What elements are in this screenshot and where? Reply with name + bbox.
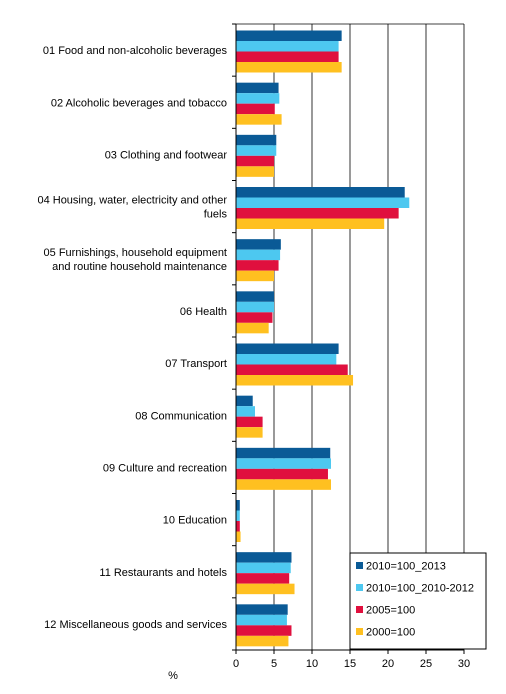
- category-label: 12 Miscellaneous goods and services: [44, 619, 227, 631]
- bar: [236, 562, 291, 574]
- bar: [236, 166, 274, 177]
- bar: [236, 239, 281, 250]
- bar: [236, 395, 253, 407]
- bars: [236, 30, 410, 647]
- category-label: fuels: [204, 209, 228, 221]
- legend-label: 2000=100: [366, 627, 415, 639]
- bar: [236, 260, 279, 271]
- category-label: 10 Education: [163, 515, 227, 527]
- category-label: 02 Alcoholic beverages and tobacco: [51, 97, 227, 109]
- legend-swatch: [356, 628, 363, 635]
- bar: [236, 51, 339, 62]
- bar: [236, 510, 240, 521]
- bar: [236, 416, 263, 428]
- category-label: 04 Housing, water, electricity and other: [37, 195, 227, 207]
- category-label: 05 Furnishings, household equipment: [44, 247, 227, 259]
- legend-swatch: [356, 562, 363, 569]
- axes: [232, 23, 465, 654]
- bar: [236, 187, 405, 198]
- bar: [236, 354, 337, 365]
- category-label: 11 Restaurants and hotels: [99, 567, 227, 579]
- category-labels: 01 Food and non-alcoholic beverages 02 Al…: [37, 45, 227, 631]
- bar: [236, 312, 273, 323]
- legend-swatch: [356, 606, 363, 613]
- bar: [236, 364, 348, 375]
- bar: [236, 635, 289, 647]
- bar: [236, 322, 269, 334]
- legend-label: 2010=100_2013: [366, 561, 446, 573]
- bar: [236, 583, 295, 595]
- category-label: 09 Culture and recreation: [103, 462, 227, 474]
- x-axis-label: %: [168, 670, 178, 682]
- bar: [236, 406, 255, 417]
- bar: [236, 62, 342, 73]
- x-tick-label: 0: [233, 658, 239, 670]
- bar: [236, 197, 410, 208]
- gridlines: [273, 24, 465, 650]
- bar: [236, 521, 240, 532]
- legend-label: 2005=100: [366, 605, 415, 617]
- x-tick-label: 15: [344, 658, 356, 670]
- category-label: 03 Clothing and footwear: [105, 149, 228, 161]
- bar: [236, 114, 282, 125]
- x-tick-label: 5: [271, 658, 277, 670]
- category-label: 08 Communication: [135, 410, 227, 422]
- bar: [236, 625, 292, 636]
- bar: [236, 291, 274, 302]
- bar: [236, 218, 385, 229]
- x-tick-label: 10: [306, 658, 318, 670]
- x-tick-label: 25: [420, 658, 432, 670]
- bar: [236, 134, 277, 146]
- x-tick-labels: 0 5 10 15 20 25 30: [233, 658, 470, 670]
- bar: [236, 552, 292, 563]
- bar: [236, 208, 399, 219]
- bar: [236, 93, 280, 104]
- bar: [236, 479, 331, 490]
- x-tick-label: 30: [458, 658, 470, 670]
- bar: [236, 249, 281, 261]
- category-label: 01 Food and non-alcoholic beverages: [43, 45, 228, 57]
- legend-label: 2010=100_2010-2012: [366, 583, 474, 595]
- bar: [236, 427, 263, 438]
- bar: [236, 447, 331, 459]
- legend-box: [349, 552, 487, 650]
- bar: [236, 270, 274, 282]
- x-tick-label: 20: [382, 658, 394, 670]
- legend-swatch: [356, 584, 363, 591]
- bar: [236, 531, 241, 542]
- bar: [236, 30, 342, 41]
- bar: [236, 458, 331, 469]
- bar: [236, 500, 240, 511]
- bar: [236, 375, 354, 386]
- bar: [236, 82, 279, 94]
- bar: [236, 301, 274, 313]
- category-label: 06 Health: [180, 306, 227, 318]
- category-label: 07 Transport: [165, 358, 227, 370]
- bar: [236, 614, 287, 626]
- bar: [236, 604, 288, 615]
- bar: [236, 41, 339, 52]
- bar: [236, 103, 275, 115]
- bar: [236, 155, 274, 167]
- bar: [236, 145, 277, 156]
- legend: 2010=100_2013 2010=100_2010-2012 2005=100 2…: [349, 552, 487, 650]
- bar: [236, 573, 290, 584]
- bar: [236, 343, 339, 354]
- category-label: and routine household maintenance: [52, 261, 227, 273]
- bar: [236, 468, 328, 480]
